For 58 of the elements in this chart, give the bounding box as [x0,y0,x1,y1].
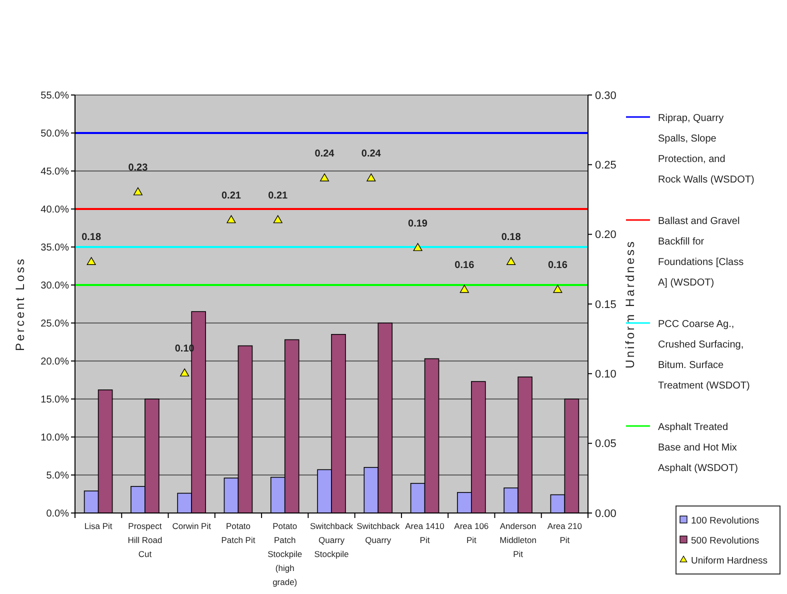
x-tick-label: Corwin Pit [172,521,212,531]
y2-tick-label: 0.20 [595,229,616,242]
point [133,187,142,196]
y-tick-label: 20.0% [40,356,70,368]
data-label: 0.18 [82,232,102,244]
y-tick-label: 50.0% [40,128,70,140]
y2-tick-label: 0.05 [595,438,616,450]
point [226,215,236,224]
legend-label: Asphalt Treated Base and Hot Mix Asphalt (WSDOT) [658,422,738,474]
data-label: 0.21 [221,190,242,202]
x-tick-label: Area 106 Pit [454,521,489,545]
legend-label: 500 Revolutions [691,535,760,546]
y2-tick-label: 0.15 [595,298,616,311]
y-tick-label: 30.0% [40,280,70,292]
y-tick-label: 5.0% [46,470,70,482]
point [180,368,190,376]
data-label: 0.24 [314,148,335,160]
legend-label: Uniform Hardness [691,555,768,566]
point [366,173,376,182]
point [506,257,516,265]
x-tick-label: Area 1410 Pit [405,521,445,545]
data-label: 0.16 [454,260,475,272]
data-label: 0.18 [501,232,522,244]
x-tick-label: Switchback Quarry [356,521,400,545]
legend-label: Riprap, Quarry Spalls, Slope Protection, and Rock Walls (WSDOT) [658,113,754,186]
point [413,243,422,252]
y-tick-label: 0.0% [46,508,70,520]
y-tick-label: 15.0% [40,394,70,406]
x-tick-label: Potato Patch Pit [221,521,256,545]
point [320,173,330,182]
x-tick-label: Prospect Hill Road Cut [128,521,162,559]
y2-tick-label: 0.25 [595,160,616,172]
x-tick-label: Switchback Quarry Stockpile [310,521,354,559]
data-label: 0.16 [548,260,568,272]
y-tick-label: 55.0% [40,90,70,102]
y2-tick-label: 0.10 [595,368,616,381]
legend-label: Ballast and Gravel Backfill for Foundations [Class A] (WSDOT) [658,216,744,288]
data-label: 0.21 [268,190,288,202]
data-label: 0.19 [408,218,428,230]
legend-label: 100 Revolutions [691,515,760,526]
y2-tick-label: 0.00 [595,508,616,520]
x-tick-label: Lisa Pit [84,521,113,531]
y-tick-label: 40.0% [40,204,70,216]
y-tick-label: 10.0% [40,432,70,444]
x-tick-label: Anderson Middleton Pit [500,521,537,559]
legend-label: PCC Coarse Ag., Crushed Surfacing, Bitum. Surface Treatment (WSDOT) [658,319,750,392]
point [273,215,282,224]
x-tick-label: Potato Patch Stockpile (high grade) [268,521,302,587]
data-label: 0.24 [361,148,382,160]
y-tick-label: 45.0% [40,166,70,178]
point [86,257,96,265]
y-tick-label: 25.0% [40,318,70,330]
y-axis-title: Percent Loss [13,256,27,352]
point [553,284,562,293]
y2-tick-label: 0.30 [595,90,616,102]
point [460,284,469,293]
x-tick-label: Area 210 Pit [547,521,582,545]
y-tick-label: 35.0% [40,242,70,254]
